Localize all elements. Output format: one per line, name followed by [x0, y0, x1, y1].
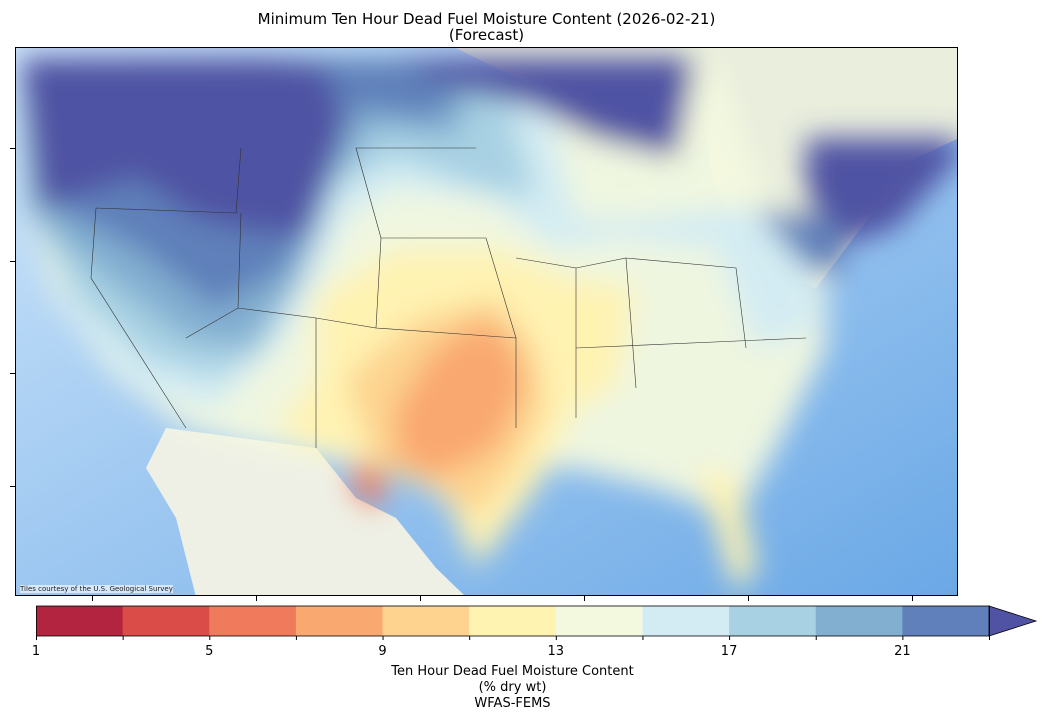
y-tick [10, 486, 15, 487]
colorbar-bin [382, 606, 470, 636]
colorbar-bin [295, 606, 384, 636]
colorbar-bin [555, 606, 643, 636]
colorbar-bin [642, 606, 730, 636]
colorbar-bin [469, 606, 557, 636]
colorbar-bin [815, 606, 903, 636]
map-panel[interactable]: Tiles courtesy of the U.S. Geological Su… [15, 47, 958, 596]
y-tick [10, 148, 15, 149]
colorbar-bin [209, 606, 297, 636]
state-boundaries [90, 147, 807, 448]
colorbar-bin [122, 606, 210, 636]
colorbar-outline [36, 605, 990, 637]
x-tick [912, 596, 913, 601]
colorbar [36, 605, 1038, 640]
colorbar-bin [36, 606, 124, 636]
x-tick [256, 596, 257, 601]
colorbar-source: WFAS-FEMS [474, 696, 551, 711]
fuel-moisture-field [21, 58, 957, 593]
colorbar-tick-label: 21 [894, 644, 911, 659]
colorbar-tick-label: 17 [720, 644, 738, 659]
x-tick [748, 596, 749, 601]
colorbar-bin [729, 606, 817, 636]
y-tick [10, 373, 15, 374]
colorbar-tick-label: 5 [205, 644, 214, 659]
colorbar-tick-label: 1 [31, 644, 41, 659]
x-tick [584, 596, 585, 601]
colorbar-extend-arrow [988, 605, 1038, 637]
colorbar-tick-label: 9 [378, 644, 387, 659]
chart-subtitle: (Forecast) [448, 26, 525, 44]
colorbar-bin [902, 606, 990, 636]
x-tick [92, 596, 93, 601]
colorbar-tick-label: 13 [547, 644, 565, 659]
y-tick [10, 261, 15, 262]
map-attribution: Tiles courtesy of the U.S. Geological Su… [20, 585, 173, 593]
chart-title: Minimum Ten Hour Dead Fuel Moisture Cont… [257, 10, 716, 28]
land-mexico [146, 428, 464, 595]
map-svg [16, 48, 957, 595]
colorbar-label: Ten Hour Dead Fuel Moisture Content [391, 664, 634, 679]
colorbar-units: (% dry wt) [478, 680, 547, 695]
x-tick [420, 596, 421, 601]
